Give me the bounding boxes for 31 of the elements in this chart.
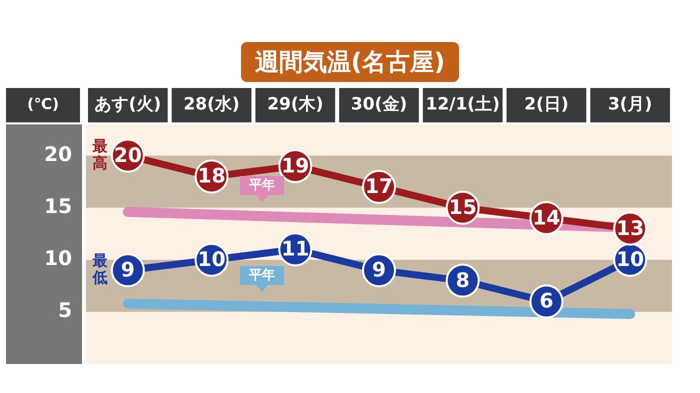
chart-title: 週間気温(名古屋) [241,42,459,82]
data-label: 9 [372,257,386,282]
x-tick-label: 3(月) [608,94,652,115]
y-tick-label: 20 [44,142,72,166]
data-label: 20 [114,142,142,167]
data-label: 19 [281,153,310,178]
x-tick-label: 12/1(土) [426,94,500,115]
y-tick-label: 10 [44,246,72,270]
data-label: 11 [281,236,310,261]
data-label: 18 [198,164,226,188]
data-label: 8 [456,268,470,292]
series-label: 最高 [91,137,108,172]
x-tick-label: 30(金) [350,94,408,115]
data-label: 17 [365,174,393,198]
x-tick-label: 28(水) [183,94,240,115]
data-label: 15 [448,194,477,219]
data-label: 6 [539,288,554,313]
y-tick-label: 15 [44,194,72,218]
data-label: 14 [532,205,560,230]
data-label: 9 [120,257,135,282]
y-tick-label: 5 [58,298,72,322]
data-label: 13 [616,216,644,240]
x-tick-label: 2(日) [524,94,569,115]
series-label: 最低 [91,252,108,287]
data-label: 10 [198,247,226,272]
series-label: 平年 [240,266,284,286]
x-tick-label: あす(火) [94,94,162,115]
x-tick-label: 29(木) [267,94,324,115]
y-axis-title: (℃) [27,95,59,114]
data-label: 10 [616,247,644,272]
series-label: 平年 [240,176,284,196]
